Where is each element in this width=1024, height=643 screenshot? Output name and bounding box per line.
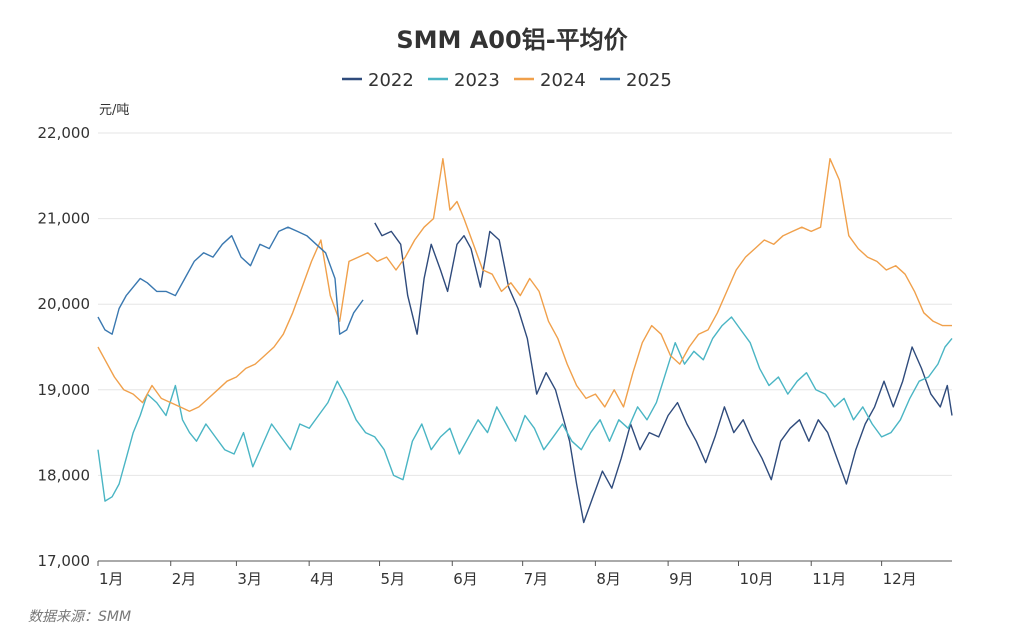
x-tick-label: 2月 bbox=[172, 570, 197, 588]
y-tick-label: 22,000 bbox=[38, 124, 91, 142]
series-line-2024 bbox=[97, 157, 952, 412]
series-line-2022 bbox=[374, 222, 953, 524]
x-tick-label: 10月 bbox=[740, 570, 774, 588]
y-tick-label: 17,000 bbox=[38, 552, 91, 570]
x-tick-label: 5月 bbox=[381, 570, 406, 588]
data-source-note: 数据来源：SMM bbox=[28, 609, 131, 625]
gridlines bbox=[98, 132, 952, 476]
x-tick-label: 1月 bbox=[99, 570, 124, 588]
x-tick-label: 9月 bbox=[669, 570, 694, 588]
y-axis-unit-label: 元/吨 bbox=[99, 103, 129, 118]
legend-label-2024: 2024 bbox=[540, 70, 586, 91]
y-tick-label: 18,000 bbox=[38, 466, 91, 484]
x-tick-label: 11月 bbox=[812, 570, 846, 588]
legend-label-2023: 2023 bbox=[454, 70, 500, 91]
x-tick-label: 12月 bbox=[883, 570, 917, 588]
legend-label-2025: 2025 bbox=[626, 70, 672, 91]
y-tick-label: 20,000 bbox=[38, 295, 91, 313]
series-line-2025 bbox=[97, 226, 364, 335]
y-axis-ticks: 22,000 21,000 20,000 19,000 18,000 17,000 bbox=[38, 124, 91, 570]
x-tick-label: 8月 bbox=[596, 570, 621, 588]
x-axis: 1月 2月 3月 4月 5月 6月 7月 8月 9月 10月 11月 12月 bbox=[97, 560, 952, 588]
x-tick-label: 6月 bbox=[453, 570, 478, 588]
x-tick-label: 7月 bbox=[524, 570, 549, 588]
y-tick-label: 21,000 bbox=[38, 210, 91, 228]
chart-legend: 2022 2023 2024 2025 bbox=[342, 70, 672, 91]
chart-title: SMM A00铝-平均价 bbox=[396, 26, 628, 54]
x-tick-label: 3月 bbox=[237, 570, 262, 588]
y-tick-label: 19,000 bbox=[38, 381, 91, 399]
series-line-2023 bbox=[97, 316, 953, 502]
legend-label-2022: 2022 bbox=[368, 70, 414, 91]
series-lines bbox=[97, 157, 953, 524]
x-tick-label: 4月 bbox=[310, 570, 335, 588]
